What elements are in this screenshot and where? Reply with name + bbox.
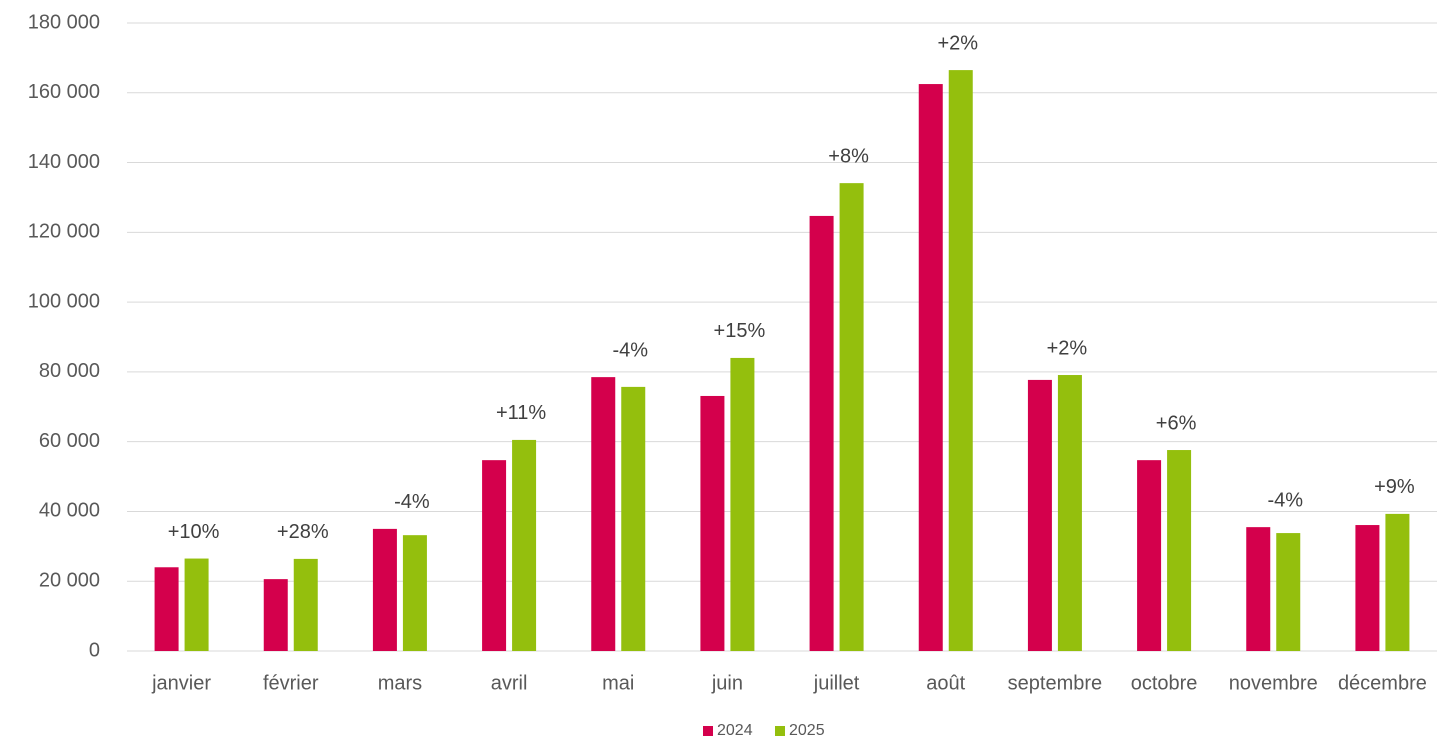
bar [700,395,725,651]
x-tick-label: septembre [1008,672,1103,694]
x-tick-label: octobre [1131,672,1198,694]
bar [1057,375,1082,651]
y-tick-label: 60 000 [39,430,100,452]
bar [263,579,288,651]
change-label: +2% [1047,337,1088,359]
bar [839,183,864,651]
bar [621,386,646,651]
x-tick-label: avril [491,672,528,694]
legend-swatch [775,726,785,736]
change-label: +15% [714,320,766,342]
x-tick-label: mars [378,672,422,694]
change-label: +10% [168,521,220,543]
y-tick-label: 80 000 [39,360,100,382]
x-tick-label: novembre [1229,672,1318,694]
bar [1246,527,1271,651]
y-tick-label: 160 000 [28,81,100,103]
x-tick-label: juillet [813,672,860,694]
y-tick-label: 20 000 [39,570,100,592]
y-tick-label: 140 000 [28,151,100,173]
bar [402,535,427,651]
bar [154,567,179,651]
bar [482,460,507,651]
bar [1276,533,1301,651]
bar [1137,460,1162,651]
bar [1355,525,1380,651]
change-label: -4% [394,491,430,513]
bar [948,70,973,652]
bar [372,528,397,651]
y-tick-label: 40 000 [39,500,100,522]
x-tick-label: février [263,672,319,694]
change-label: +6% [1156,412,1197,434]
change-label: +9% [1374,476,1415,498]
bar [184,558,209,651]
legend-label: 2024 [717,722,753,739]
y-tick-label: 100 000 [28,290,100,312]
bar [591,377,616,651]
change-label: +8% [828,145,869,167]
bar [1385,513,1410,651]
change-label: +11% [496,402,546,424]
change-label: -4% [612,339,648,361]
x-tick-label: août [926,672,965,694]
x-tick-label: janvier [151,672,211,694]
legend-swatch [703,726,713,736]
bar [730,357,755,651]
bar [809,215,834,652]
bar [293,558,318,651]
change-label: -4% [1267,489,1303,511]
bar [512,439,537,651]
bar [1167,450,1192,651]
x-tick-label: décembre [1338,672,1427,694]
y-tick-label: 180 000 [28,11,100,33]
x-tick-label: juin [711,672,743,694]
legend-label: 2025 [789,722,825,739]
y-tick-label: 120 000 [28,221,100,243]
y-tick-label: 0 [89,639,100,661]
bar [1027,379,1052,651]
change-label: +28% [277,521,329,543]
x-tick-label: mai [602,672,634,694]
change-label: +2% [937,32,978,54]
bar [918,84,943,652]
